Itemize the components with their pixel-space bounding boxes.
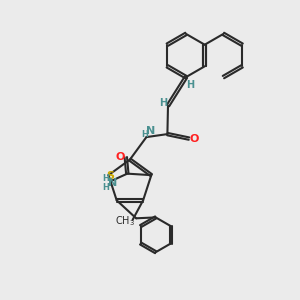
Text: H: H: [186, 80, 194, 91]
Text: O: O: [116, 152, 125, 162]
Text: S: S: [106, 171, 115, 181]
Text: N: N: [108, 178, 117, 188]
Text: O: O: [190, 134, 199, 144]
Text: H: H: [142, 130, 148, 139]
Text: N: N: [146, 125, 155, 136]
Text: H: H: [102, 183, 109, 192]
Text: H: H: [102, 174, 109, 183]
Text: H: H: [159, 98, 167, 108]
Text: CH$_3$: CH$_3$: [115, 214, 135, 228]
